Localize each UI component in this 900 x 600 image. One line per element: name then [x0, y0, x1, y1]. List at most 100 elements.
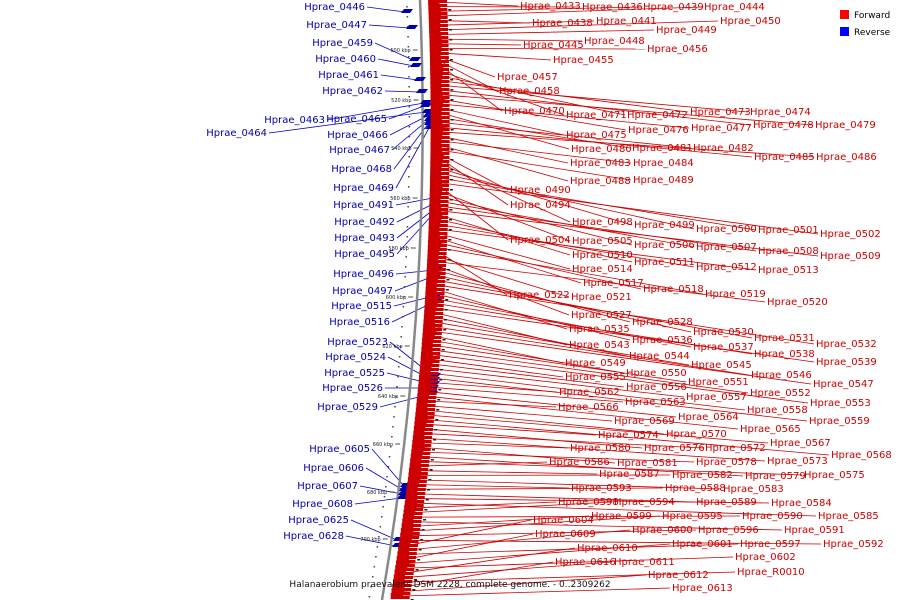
- reverse-gene-label: Hprae_0459: [312, 38, 373, 49]
- forward-leader-line: [408, 533, 534, 560]
- gap-marker: [443, 329, 447, 331]
- forward-leader-line: [419, 479, 722, 490]
- gap-marker: [448, 19, 452, 21]
- forward-gene-block: [418, 476, 428, 479]
- gap-marker: [424, 509, 428, 511]
- gap-marker: [427, 489, 431, 491]
- reverse-gene-glyph: [414, 77, 426, 81]
- forward-leader-line: [441, 196, 633, 246]
- forward-gene-glyph: [421, 342, 435, 349]
- forward-gene-glyph: [407, 476, 421, 483]
- gap-marker: [449, 209, 453, 211]
- forward-gene-glyph: [417, 388, 431, 395]
- scale-dot: [406, 6, 408, 8]
- forward-gene-block: [438, 228, 448, 231]
- forward-gene-label: Hprae_0613: [672, 583, 733, 594]
- forward-gene-label: Hprae_0604: [533, 515, 594, 526]
- forward-gene-glyph: [429, 203, 443, 210]
- forward-gene-glyph: [401, 523, 415, 530]
- forward-gene-label: Hprae_0527: [571, 310, 632, 321]
- forward-gene-block: [413, 512, 423, 515]
- forward-gene-block: [435, 284, 445, 287]
- forward-leader-line: [409, 543, 739, 555]
- forward-gene-glyph: [414, 421, 428, 428]
- scale-dot: [389, 446, 392, 448]
- forward-leader-line: [415, 501, 613, 513]
- reverse-gene-label: Hprae_0606: [303, 463, 364, 474]
- reverse-gene-label: Hprae_0497: [332, 286, 393, 297]
- forward-gene-block: [430, 360, 440, 363]
- forward-gene-label: Hprae_0586: [549, 457, 610, 468]
- scale-dot: [400, 336, 402, 338]
- forward-gene-glyph: [430, 73, 444, 80]
- forward-gene-block: [436, 280, 446, 283]
- scale-dot: [392, 426, 394, 428]
- forward-leader-line: [404, 571, 736, 583]
- forward-leader-line: [404, 561, 554, 588]
- scale-dot: [376, 546, 379, 548]
- scale-dot: [407, 186, 410, 188]
- scale-dot: [396, 386, 398, 388]
- gap-marker: [447, 249, 451, 251]
- forward-gene-glyph: [429, 45, 443, 52]
- forward-gene-block: [429, 376, 439, 379]
- forward-gene-block: [427, 396, 437, 399]
- forward-gene-label: Hprae_0564: [678, 412, 739, 423]
- forward-gene-label: Hprae_0559: [809, 416, 870, 427]
- forward-gene-block: [405, 568, 415, 571]
- forward-gene-block: [433, 316, 443, 319]
- scale-dot: [406, 226, 409, 228]
- forward-gene-glyph: [426, 263, 440, 270]
- forward-gene-block: [425, 416, 435, 419]
- forward-gene-block: [440, 172, 450, 175]
- forward-leader-line: [418, 487, 664, 490]
- forward-leader-line: [414, 521, 783, 531]
- forward-gene-glyph: [397, 551, 411, 558]
- forward-leader-line: [418, 493, 695, 503]
- gap-marker: [431, 449, 435, 451]
- forward-gene-glyph: [395, 560, 409, 567]
- forward-gene-glyph: [418, 384, 432, 391]
- legend-forward-label: Forward: [854, 11, 890, 21]
- forward-leader-line: [440, 6, 703, 17]
- forward-gene-glyph: [404, 504, 418, 511]
- forward-leader-line: [434, 340, 625, 374]
- reverse-leader-line: [395, 197, 434, 206]
- forward-gene-block: [438, 240, 448, 243]
- forward-leader-line: [442, 108, 565, 136]
- forward-gene-block: [427, 392, 437, 395]
- scale-dot: [378, 536, 380, 538]
- forward-gene-label: Hprae_0486: [816, 152, 877, 163]
- forward-gene-label: Hprae_0511: [634, 257, 695, 268]
- forward-gene-glyph: [428, 8, 442, 15]
- forward-gene-block: [440, 68, 450, 71]
- forward-leader-line: [442, 75, 626, 116]
- forward-gene-glyph: [428, 221, 442, 228]
- forward-gene-block: [436, 272, 446, 275]
- gap-marker: [428, 479, 432, 481]
- gap-marker: [449, 29, 453, 31]
- scale-tick-label: 600 kbp: [386, 295, 406, 301]
- scale-dot: [407, 26, 409, 28]
- forward-gene-label: Hprae_0610: [577, 543, 638, 554]
- forward-gene-glyph: [428, 235, 442, 242]
- scale-dot: [368, 596, 371, 598]
- forward-gene-block: [438, 20, 448, 23]
- forward-gene-label: Hprae_0456: [647, 44, 708, 55]
- scale-dot: [408, 146, 411, 148]
- forward-gene-label: Hprae_0611: [614, 557, 675, 568]
- forward-leader-line: [439, 247, 704, 295]
- gap-marker: [442, 339, 446, 341]
- gap-marker: [449, 219, 453, 221]
- forward-gene-block: [440, 120, 450, 123]
- forward-gene-label: Hprae_0556: [626, 382, 687, 393]
- reverse-leader-line: [384, 90, 421, 93]
- gap-marker: [448, 239, 452, 241]
- forward-gene-glyph: [430, 147, 444, 154]
- forward-gene-label: Hprae_0521: [571, 292, 632, 303]
- gap-marker: [430, 459, 434, 461]
- forward-gene-block: [422, 440, 432, 443]
- forward-gene-label: Hprae_0458: [499, 86, 560, 97]
- forward-leader-line: [442, 173, 695, 230]
- forward-gene-label: Hprae_0530: [693, 327, 754, 338]
